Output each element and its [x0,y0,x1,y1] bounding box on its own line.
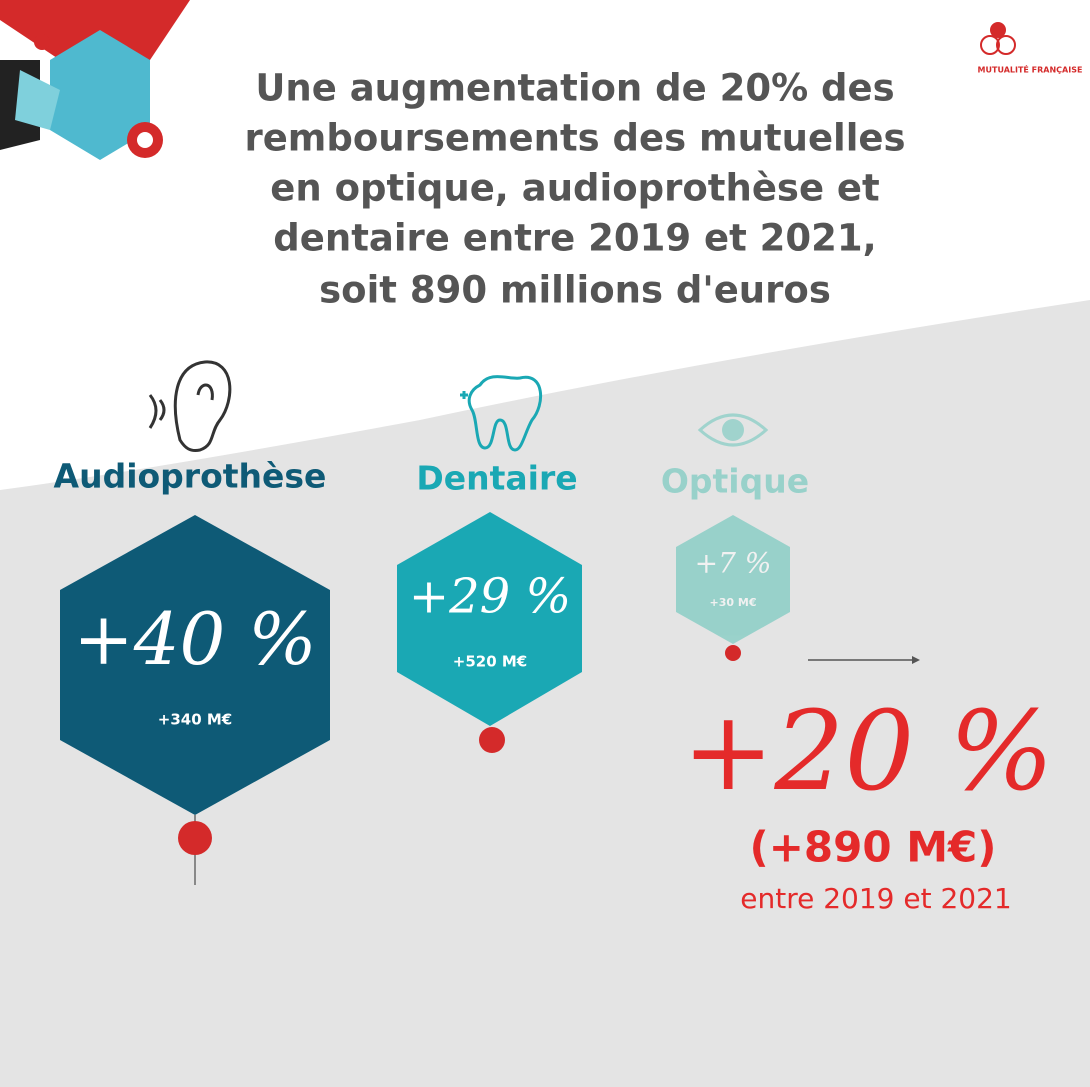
background-curve [0,0,1090,490]
item-amount: +520 M€ [453,653,527,671]
total-period: entre 2019 et 2021 [740,882,1012,915]
ear-icon [148,360,232,452]
hexagon [60,515,330,815]
hexagon [397,512,582,726]
item-percent: +40 % [73,597,316,681]
tooth-icon [460,375,543,452]
title-line: soit 890 millions d'euros [319,269,831,312]
total-percent: +20 % [682,687,1054,815]
item-label: Audioprothèse [54,457,327,496]
item-label: Dentaire [416,459,577,498]
logo-text: MUTUALITÉ FRANÇAISE [978,64,1083,75]
pin [479,727,505,753]
item-percent: +29 % [409,569,571,625]
total-amount: (+890 M€) [750,823,997,872]
title-line: remboursements des mutuelles [244,117,905,160]
item-amount: +30 M€ [710,596,757,609]
item-percent: +7 % [695,547,772,580]
hexagon [676,515,790,644]
decoration [0,0,190,160]
title-line: en optique, audioprothèse et [270,167,879,210]
item-amount: +340 M€ [158,711,232,729]
pin [725,645,741,661]
title-line: Une augmentation de 20% des [255,67,894,110]
pin [178,821,212,855]
eye-icon [697,413,769,447]
arrow-head [912,656,920,664]
title-line: dentaire entre 2019 et 2021, [273,217,876,260]
logo: MUTUALITÉ FRANÇAISE [978,22,1083,75]
item-label: Optique [661,462,809,501]
